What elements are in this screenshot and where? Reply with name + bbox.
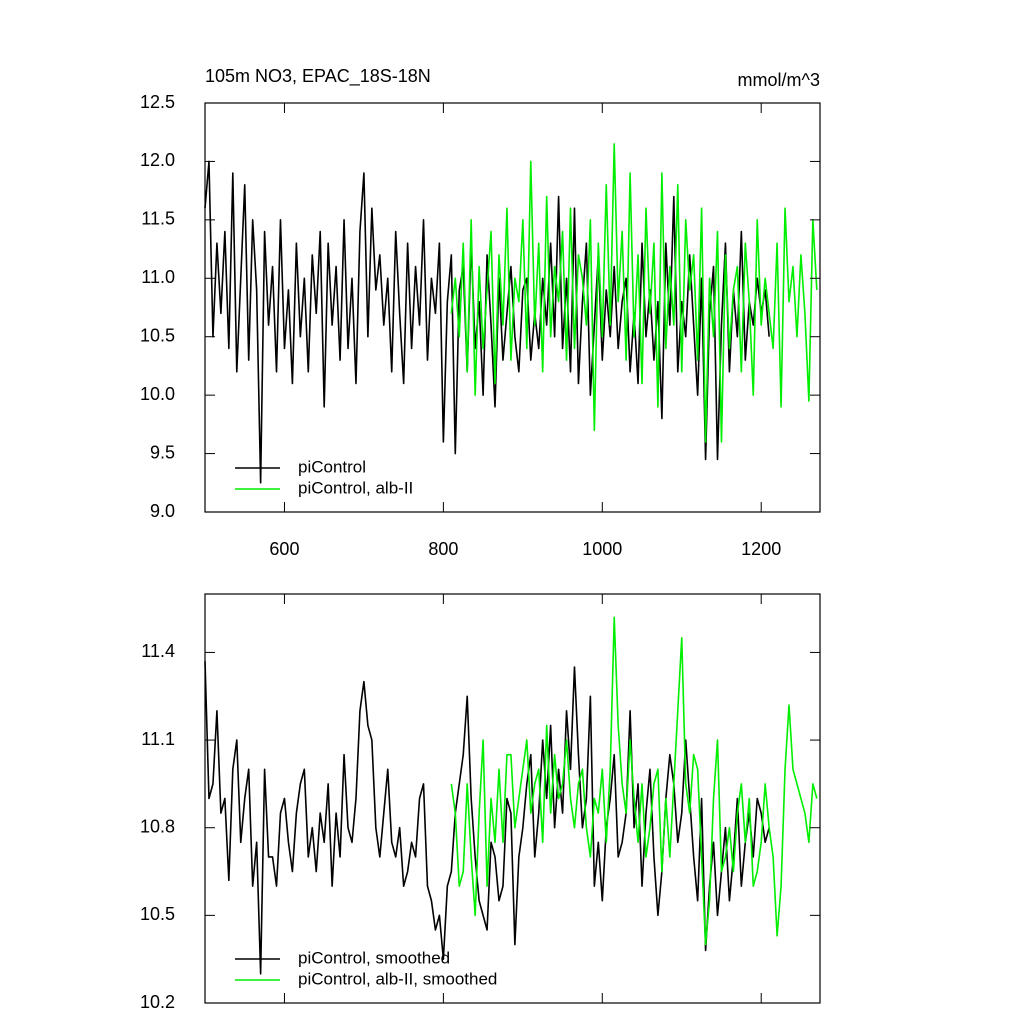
units-label: mmol/m^3 [738,70,820,90]
legend-label: piControl, alb-II [298,478,413,497]
y-tick-label: 10.5 [140,904,175,924]
y-tick-label: 9.5 [150,442,175,462]
y-tick-label: 10.8 [140,816,175,836]
legend-label: piControl, alb-II, smoothed [298,969,497,988]
x-tick-label: 1200 [741,539,781,559]
y-tick-label: 10.2 [140,992,175,1012]
plot-frame [204,102,821,513]
y-tick-label: 12.0 [140,150,175,170]
y-tick-label: 9.0 [150,501,175,521]
y-tick-label: 10.0 [140,384,175,404]
y-tick-label: 10.5 [140,325,175,345]
x-tick-label: 1000 [582,539,622,559]
data-line [450,616,818,946]
data-line [204,661,770,975]
y-tick-label: 12.5 [140,92,175,112]
y-tick-label: 11.0 [141,267,175,287]
chart-title: 105m NO3, EPAC_18S-18N [205,66,431,87]
data-line [450,143,818,443]
legend-label: piControl, smoothed [298,948,450,967]
data-line [204,160,770,484]
y-tick-label: 11.1 [141,729,175,749]
y-tick-label: 11.4 [141,641,175,661]
y-tick-label: 11.5 [141,209,175,229]
x-tick-label: 600 [269,539,299,559]
legend-label: piControl [298,457,366,476]
plot-frame [204,593,821,1004]
x-tick-label: 800 [428,539,458,559]
